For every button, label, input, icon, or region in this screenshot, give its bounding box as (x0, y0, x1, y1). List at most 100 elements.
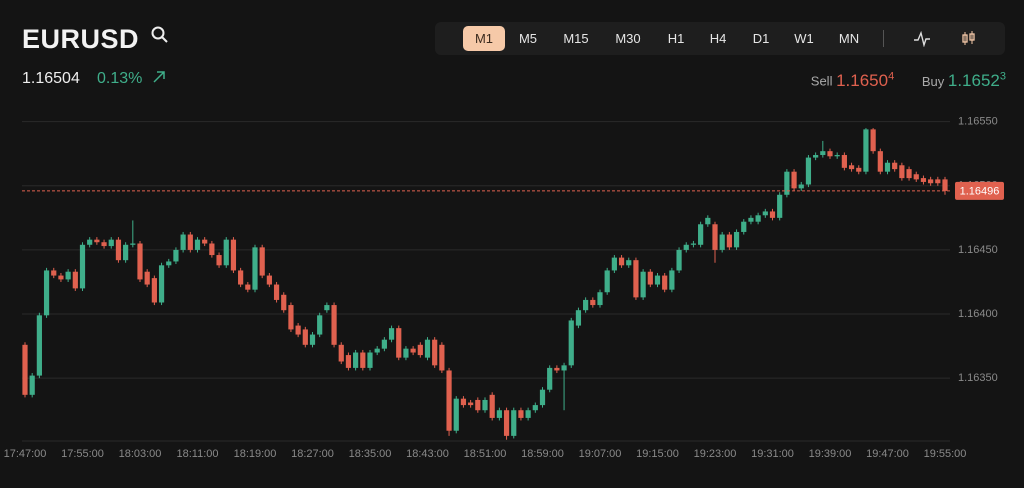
candle-body (151, 278, 157, 303)
candle-body (798, 184, 804, 189)
candle-body (913, 174, 919, 180)
candle-body (848, 165, 855, 170)
candle-body (640, 271, 646, 298)
candle-body (51, 270, 57, 276)
candle-body (238, 270, 244, 285)
change: 0.13% (97, 70, 165, 88)
candle-body (338, 344, 344, 362)
candle-body (223, 239, 229, 266)
candle-body (209, 243, 215, 256)
candle-body (791, 171, 797, 189)
candle-body (115, 239, 122, 261)
candle-body (503, 410, 510, 436)
candle-body (130, 243, 136, 245)
candle-body (123, 244, 129, 261)
timeframe-button[interactable]: M30 (615, 31, 641, 46)
y-tick-label: 1.16350 (958, 372, 998, 384)
x-tick-label: 17:55:00 (61, 448, 104, 460)
candle-body (58, 275, 64, 280)
candle-body (590, 299, 596, 306)
timeframe-button[interactable]: MN (838, 31, 860, 46)
x-tick-label: 19:15:00 (636, 448, 679, 460)
candle-body (633, 260, 639, 298)
candle-body (288, 305, 294, 330)
candle-body (403, 348, 409, 358)
candle-body (884, 162, 891, 172)
candle-body (604, 270, 610, 293)
candle-body (252, 247, 258, 290)
candle-body (626, 260, 632, 266)
candle-body (928, 179, 934, 184)
indicator-icon[interactable] (913, 31, 931, 47)
sell-price-pip: 4 (888, 70, 895, 82)
candle-body (511, 410, 517, 436)
x-tick-label: 19:07:00 (579, 448, 622, 460)
candle-body (554, 367, 560, 371)
candle-body (698, 224, 704, 245)
separator (883, 30, 884, 47)
candle-body (813, 155, 819, 158)
candle-body (202, 239, 208, 244)
change-text: 0.13% (97, 70, 143, 87)
candle-body (345, 355, 352, 368)
candle-body (453, 398, 459, 431)
buy-price-main: 1.1652 (947, 70, 1000, 90)
candle-body (266, 275, 272, 285)
price: 1.16504 (22, 70, 80, 87)
x-tick-label: 19:55:00 (924, 448, 967, 460)
timeframe-button[interactable]: M5 (518, 31, 538, 46)
timeframe-button[interactable]: D1 (752, 31, 770, 46)
candle-body (309, 334, 316, 345)
candle-body (942, 179, 948, 191)
candle-body (446, 370, 452, 431)
x-tick-label: 18:43:00 (406, 448, 449, 460)
timeframe-button[interactable]: M1 (463, 26, 505, 51)
candle-body (367, 352, 373, 368)
candle-body (158, 265, 165, 303)
quotes: Sell 1.16504 Buy 1.16523 (811, 70, 1006, 91)
candle-body (295, 325, 301, 335)
candle-body (647, 271, 653, 285)
candle-body (396, 328, 402, 358)
sell-price[interactable]: 1.16504 (836, 70, 895, 90)
candle-body (877, 151, 883, 172)
candle-body (583, 299, 589, 311)
candle-body (748, 217, 754, 222)
candle-type-icon[interactable] (961, 30, 977, 47)
candle-body (755, 215, 761, 222)
candle-body (374, 348, 380, 353)
candle-body (547, 367, 553, 390)
candle-body (669, 270, 675, 290)
candle-body (856, 167, 862, 172)
search-icon[interactable] (151, 26, 169, 44)
candle-body (166, 261, 172, 266)
candle-body (101, 242, 107, 247)
buy-price[interactable]: 1.16523 (947, 70, 1006, 90)
timeframe-button[interactable]: H1 (667, 31, 685, 46)
candle-body (230, 239, 237, 271)
candle-body (561, 365, 567, 371)
candle-body (273, 284, 280, 300)
timeframe-button[interactable]: H4 (709, 31, 727, 46)
candle-body (194, 239, 201, 250)
candle-body (532, 405, 538, 411)
candle-body (94, 239, 100, 243)
timeframe-button[interactable]: W1 (794, 31, 814, 46)
candle-body (741, 221, 747, 232)
candle-body (841, 155, 847, 168)
candle-body (353, 352, 359, 368)
x-tick-label: 19:23:00 (694, 448, 737, 460)
candle-body (568, 320, 574, 366)
candle-body (360, 352, 366, 368)
candle-body (805, 157, 812, 185)
candle-body (259, 247, 265, 276)
candle-body (820, 151, 826, 156)
x-tick-label: 18:19:00 (234, 448, 277, 460)
candle-body (935, 179, 941, 184)
candle-body (654, 275, 661, 285)
candle-body (575, 310, 582, 326)
x-tick-label: 18:59:00 (521, 448, 564, 460)
timeframe-button[interactable]: M15 (563, 31, 589, 46)
candle-body (683, 244, 689, 250)
